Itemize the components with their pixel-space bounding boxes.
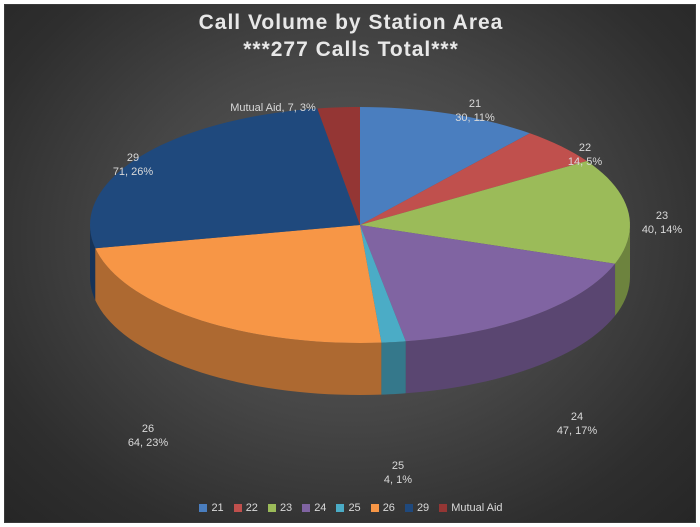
data-label-mutual-aid: Mutual Aid, 7, 3% [203,101,343,115]
data-label-category: 22 [578,142,592,154]
legend-item-23: 23 [267,502,293,514]
data-label-25: 25 4, 1% [328,459,468,487]
pie-slice-21 [360,107,530,225]
pie-slice-side-26 [95,248,382,395]
legend-item-25: 25 [336,502,361,514]
data-label-category: 25 [391,460,405,472]
legend-swatch [404,504,413,512]
legend-swatch [233,504,242,512]
data-label-value: 4, 1% [383,474,413,486]
pie-slice-22 [360,133,587,225]
legend-item-29: 29 [404,502,430,514]
legend-label: 24 [314,502,327,514]
data-label-value: 64, 23% [127,437,169,449]
chart-title: Call Volume by Station Area [198,11,504,34]
chart-subtitle: ***277 Calls Total*** [243,38,459,61]
chart-area: Call Volume by Station Area ***277 Calls… [4,4,696,523]
data-label-category: Mutual Aid, 7, 3% [230,102,316,114]
legend-label: 26 [382,502,395,514]
data-label-value: 47, 17% [556,425,598,437]
legend-label: 22 [245,502,258,514]
legend-swatch [336,504,345,512]
legend-item-mutual-aid: Mutual Aid [439,502,503,514]
legend-item-21: 21 [199,502,224,514]
data-label-category: 21 [468,98,482,110]
pie-slice-24 [360,225,616,342]
legend-swatch [267,504,276,512]
legend-label: Mutual Aid [451,502,503,514]
data-label-29: 29 71, 26% [63,151,203,179]
data-label-category: 29 [126,152,140,164]
legend-label: 21 [211,502,224,514]
pie-slice-26 [95,225,382,343]
legend-label: 29 [416,502,430,514]
data-label-23: 23 40, 14% [592,209,695,237]
pie-slice-29 [90,108,360,249]
data-label-value: 30, 11% [455,112,495,124]
legend: 21 22 23 24 25 26 29 Mutual Aid [5,502,695,514]
legend-item-26: 26 [370,502,395,514]
pie-chart [90,107,630,395]
legend-item-22: 22 [233,502,258,514]
pie-slice-side-29 [90,225,96,301]
pie-slice-mutual-aid [317,107,360,225]
data-label-value: 40, 14% [641,224,683,236]
data-label-26: 26 64, 23% [78,422,218,450]
pie-slice-side-23 [615,225,630,316]
data-label-21: 21 30, 11% [405,97,545,125]
legend-swatch [302,504,311,512]
data-label-category: 26 [141,423,155,435]
pie-slice-23 [360,161,630,264]
data-label-value: 71, 26% [112,166,154,178]
pie-slice-side-24 [405,263,616,394]
legend-swatch [199,504,208,512]
legend-item-24: 24 [302,502,326,514]
legend-label: 25 [348,502,361,514]
legend-label: 23 [279,502,293,514]
data-label-category: 24 [570,411,584,423]
pie-slice-25 [360,225,406,343]
legend-swatch [439,504,448,512]
legend-swatch [370,504,379,512]
data-label-value: 14, 5% [567,156,603,168]
pie-slice-side-25 [381,341,406,395]
data-label-24: 24 47, 17% [507,410,647,438]
data-label-category: 23 [655,210,669,222]
data-label-22: 22 14, 5% [515,141,655,169]
